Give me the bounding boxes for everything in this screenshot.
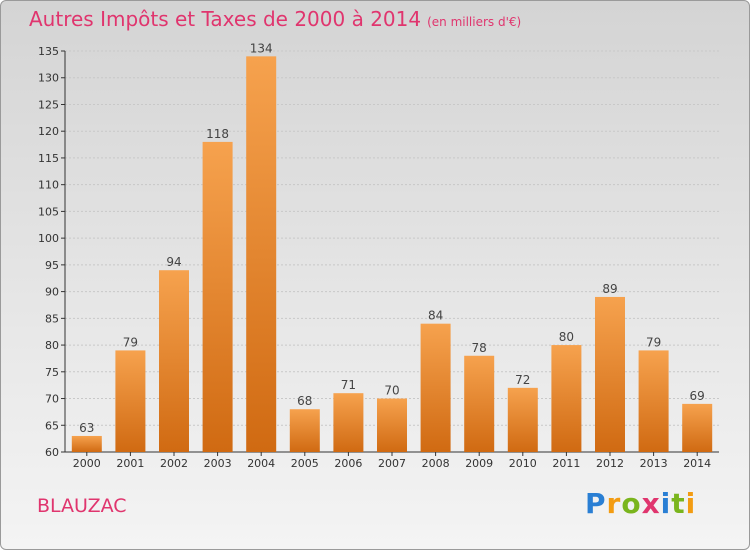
x-tick-label: 2013 [640, 457, 668, 470]
x-tick-label: 2009 [465, 457, 493, 470]
y-tick-label: 75 [45, 366, 59, 379]
x-tick-label: 2001 [116, 457, 144, 470]
x-tick-label: 2014 [683, 457, 711, 470]
chart-title: Autres Impôts et Taxes de 2000 à 2014 (en… [29, 7, 521, 31]
x-tick-label: 2007 [378, 457, 406, 470]
y-tick-label: 90 [45, 286, 59, 299]
bar-2014 [682, 403, 713, 452]
logo-letter: x [641, 487, 661, 520]
bar-2009 [464, 355, 495, 452]
data-label: 80 [559, 330, 574, 344]
data-label: 94 [166, 255, 181, 269]
x-tick-label: 2012 [596, 457, 624, 470]
commune-name: BLAUZAC [37, 495, 127, 517]
data-label: 118 [206, 127, 229, 141]
data-label: 63 [79, 421, 94, 435]
logo-letter: t [671, 487, 686, 520]
x-tick-label: 2011 [552, 457, 580, 470]
bar-2003 [202, 141, 233, 453]
y-tick-label: 105 [38, 205, 59, 218]
data-label: 78 [472, 341, 487, 355]
x-tick-label: 2004 [247, 457, 275, 470]
x-tick-label: 2008 [422, 457, 450, 470]
bar-2002 [159, 270, 189, 452]
bar-2001 [115, 350, 146, 452]
x-tick-label: 2010 [509, 457, 537, 470]
bar-2012 [595, 296, 625, 452]
bar-2006 [333, 393, 364, 452]
x-tick-label: 2005 [291, 457, 319, 470]
logo-letter: o [621, 487, 642, 520]
y-tick-label: 115 [38, 152, 59, 165]
data-label: 89 [602, 282, 617, 296]
bar-2007 [377, 398, 407, 452]
bar-2008 [420, 323, 451, 452]
bar-2010 [507, 387, 538, 452]
bar-2013 [638, 350, 669, 452]
x-tick-label: 2003 [204, 457, 232, 470]
y-tick-label: 80 [45, 339, 59, 352]
logo-letter: r [606, 487, 622, 520]
x-tick-label: 2002 [160, 457, 188, 470]
y-tick-label: 100 [38, 232, 59, 245]
data-label: 79 [123, 335, 138, 349]
logo-letter: P [585, 487, 607, 520]
data-label: 134 [250, 41, 273, 55]
y-tick-label: 130 [38, 72, 59, 85]
data-label: 71 [341, 378, 356, 392]
data-label: 69 [690, 389, 705, 403]
y-tick-label: 70 [45, 393, 59, 406]
bar-2000 [71, 435, 102, 452]
y-tick-label: 135 [38, 45, 59, 58]
logo-letter: i [685, 487, 697, 520]
data-label: 68 [297, 394, 312, 408]
y-tick-label: 95 [45, 259, 59, 272]
data-label: 79 [646, 335, 661, 349]
x-tick-label: 2000 [73, 457, 101, 470]
y-tick-label: 60 [45, 446, 59, 459]
y-tick-label: 110 [38, 179, 59, 192]
data-label: 84 [428, 309, 443, 323]
chart-subtitle: (en milliers d'€) [427, 15, 522, 29]
x-tick-label: 2006 [334, 457, 362, 470]
bar-2011 [551, 345, 582, 452]
data-label: 72 [515, 373, 530, 387]
y-tick-label: 120 [38, 125, 59, 138]
proxiti-logo: Proxiti [585, 487, 696, 520]
bar-2004 [246, 56, 277, 452]
y-tick-label: 65 [45, 419, 59, 432]
data-label: 70 [384, 384, 399, 398]
y-tick-label: 125 [38, 98, 59, 111]
logo-letter: i [660, 487, 672, 520]
y-tick-label: 85 [45, 312, 59, 325]
bar-2005 [289, 409, 320, 452]
title-text: Autres Impôts et Taxes de 2000 à 2014 [29, 7, 422, 31]
